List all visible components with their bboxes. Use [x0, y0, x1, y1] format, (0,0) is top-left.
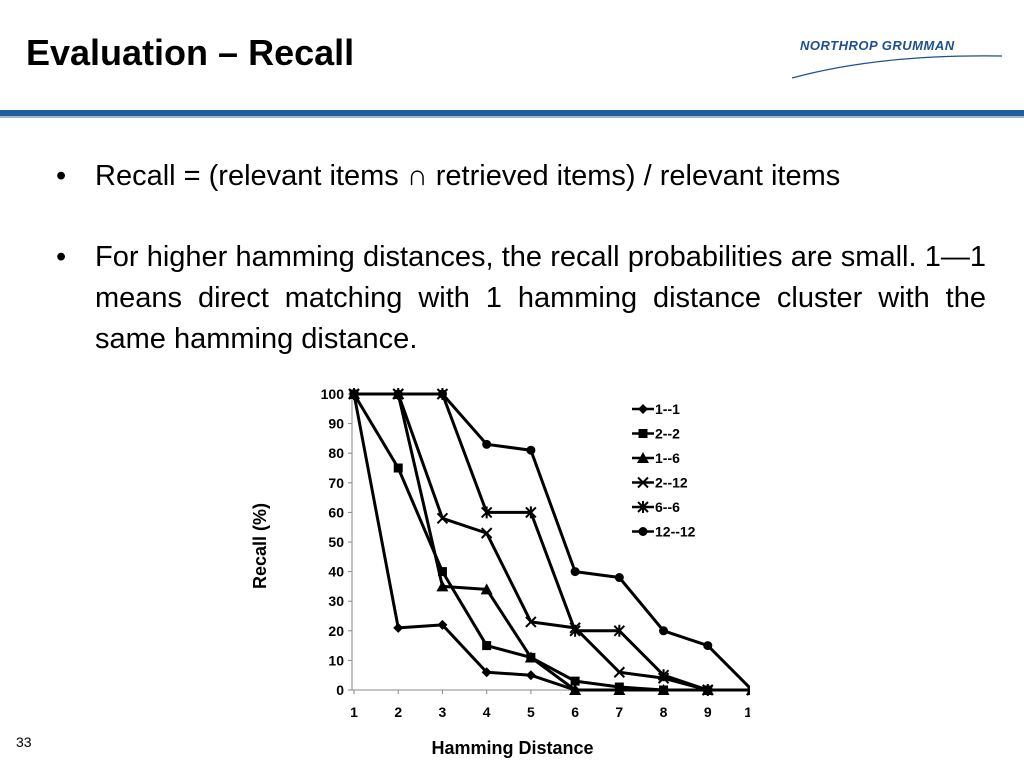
- data-point: [525, 616, 537, 628]
- x-tick-label: 10: [744, 704, 750, 720]
- data-point: [393, 463, 403, 473]
- legend-marker: [638, 404, 648, 414]
- bullet-item: • Recall = (relevant items ∩ retrieved i…: [52, 156, 986, 197]
- data-point: [525, 670, 536, 681]
- slide-title: Evaluation – Recall: [26, 32, 355, 73]
- x-tick-label: 1: [350, 704, 358, 720]
- header-divider-shadow: [0, 116, 1024, 118]
- legend-marker: [637, 452, 649, 463]
- legend-label: 2--2: [655, 426, 680, 442]
- data-point: [526, 445, 536, 455]
- data-point: [480, 527, 493, 539]
- data-point: [614, 573, 624, 583]
- series-line-1-6: [354, 392, 750, 692]
- y-tick-label: 0: [336, 682, 344, 698]
- header-divider: [0, 110, 1024, 116]
- bullet-text: For higher hamming distances, the recall…: [95, 241, 986, 355]
- series-line-2-12: [354, 392, 750, 692]
- y-tick-label: 20: [328, 623, 344, 639]
- data-point: [437, 619, 448, 630]
- y-axis-title: Recall (%): [250, 503, 270, 589]
- data-point: [570, 676, 580, 686]
- data-point: [482, 641, 492, 651]
- y-tick-label: 90: [328, 416, 344, 432]
- legend-marker: [637, 501, 649, 513]
- x-axis-title: Hamming Distance: [431, 738, 593, 758]
- x-tick-label: 2: [394, 704, 402, 720]
- page-number: 33: [16, 734, 32, 750]
- data-point: [436, 512, 449, 525]
- y-tick-label: 10: [328, 652, 344, 668]
- x-tick-label: 4: [483, 704, 491, 720]
- data-point: [613, 624, 626, 637]
- data-point: [702, 684, 714, 696]
- data-point: [349, 389, 359, 399]
- data-point: [657, 669, 670, 682]
- bullet-list: • Recall = (relevant items ∩ retrieved i…: [52, 156, 986, 400]
- legend-label: 1--6: [655, 450, 680, 466]
- y-tick-label: 30: [328, 593, 344, 609]
- data-point: [613, 684, 626, 695]
- data-point: [480, 506, 493, 519]
- y-tick-label: 60: [328, 504, 344, 520]
- x-tick-label: 5: [527, 704, 535, 720]
- x-tick-label: 9: [704, 704, 712, 720]
- data-point: [659, 626, 669, 636]
- data-point: [569, 684, 582, 695]
- logo-text: NORTHROP GRUMMAN: [800, 38, 955, 53]
- series-line-12-12: [354, 392, 750, 691]
- data-point: [703, 641, 713, 651]
- data-point: [482, 439, 492, 449]
- legend-label: 12--12: [655, 524, 696, 540]
- data-point: [480, 583, 493, 595]
- bullet-text: Recall = (relevant items ∩ retrieved ite…: [95, 160, 841, 192]
- legend-label: 6--6: [655, 499, 680, 515]
- bullet-item: • For higher hamming distances, the reca…: [52, 237, 986, 360]
- data-point: [747, 685, 750, 695]
- logo-swoosh-icon: [791, 55, 1003, 79]
- y-tick-label: 70: [328, 475, 344, 491]
- data-point: [524, 651, 537, 663]
- x-tick-label: 7: [615, 704, 623, 720]
- bullet-marker: •: [56, 160, 67, 192]
- data-point: [657, 684, 670, 695]
- y-tick-label: 40: [328, 564, 344, 580]
- recall-chart: 0 10 20 30 40 50 60 70 80 90 100 1 2 3 4 5 6 7 8 9 10 Hamming…: [250, 386, 750, 758]
- y-tick-label: 100: [321, 386, 345, 402]
- data-point: [481, 667, 492, 678]
- data-point: [570, 567, 580, 577]
- data-point: [393, 622, 404, 633]
- data-point: [436, 580, 449, 592]
- data-point: [437, 567, 447, 577]
- x-tick-label: 6: [571, 704, 579, 720]
- northrop-grumman-logo: NORTHROP GRUMMAN: [790, 34, 1005, 84]
- legend-label: 1--1: [655, 401, 680, 417]
- legend-marker: [637, 476, 649, 489]
- y-tick-label: 50: [328, 534, 344, 550]
- bullet-marker: •: [56, 241, 67, 273]
- data-point: [393, 389, 403, 399]
- legend-label: 2--12: [655, 475, 688, 491]
- data-point: [569, 624, 581, 637]
- data-point: [613, 666, 626, 678]
- legend-marker: [638, 429, 648, 438]
- legend-marker: [638, 527, 648, 536]
- x-tick-label: 8: [660, 704, 668, 720]
- x-tick-label: 3: [439, 704, 447, 720]
- data-point: [525, 506, 537, 519]
- y-tick-label: 80: [328, 445, 344, 461]
- data-point: [437, 389, 447, 399]
